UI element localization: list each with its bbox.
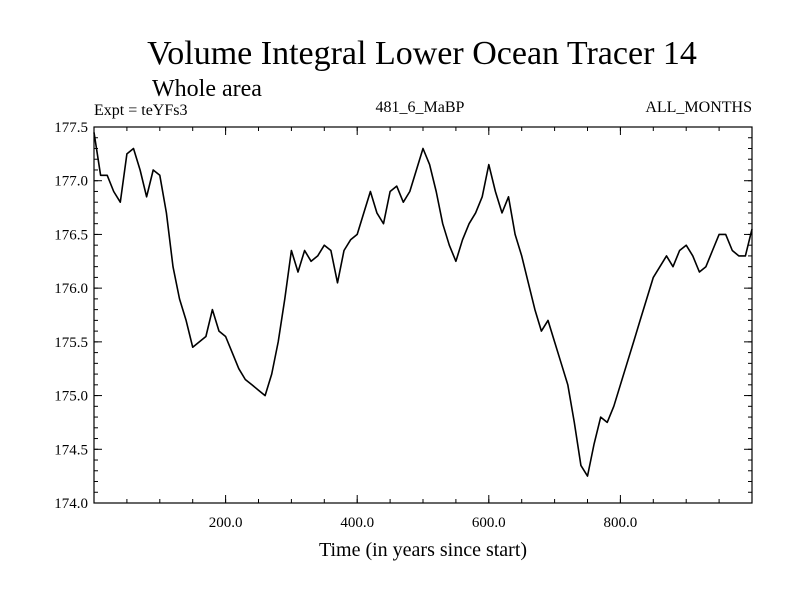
y-tick-label: 177.5 [54, 120, 88, 136]
x-tick-label: 800.0 [604, 515, 638, 531]
y-tick-label: 177.0 [54, 174, 88, 190]
y-tick-label: 175.0 [54, 389, 88, 405]
center-label: 481_6_MaBP [376, 99, 465, 116]
right-label: ALL_MONTHS [645, 99, 752, 116]
y-axis: 174.0 174.5 175.0 175.5 176.0 176.5 177.0 177.5 [54, 120, 752, 512]
data-line [93, 132, 753, 477]
y-tick-label: 176.5 [54, 227, 88, 243]
y-tick-label: 175.5 [54, 335, 88, 351]
expt-label: Expt = teYFs3 [94, 102, 187, 119]
y-tick-label: 174.0 [54, 496, 88, 512]
x-axis-label: Time (in years since start) [319, 539, 527, 561]
x-tick-label: 400.0 [340, 515, 374, 531]
y-tick-label: 176.0 [54, 281, 88, 297]
chart-subtitle: Whole area [152, 76, 262, 102]
x-tick-label: 200.0 [209, 515, 243, 531]
plot-frame [93, 126, 753, 504]
x-tick-label: 600.0 [472, 515, 506, 531]
chart-title: Volume Integral Lower Ocean Tracer 14 [147, 35, 697, 72]
y-tick-label: 174.5 [54, 442, 88, 458]
x-axis: 200.0 400.0 600.0 800.0 [126, 127, 720, 531]
